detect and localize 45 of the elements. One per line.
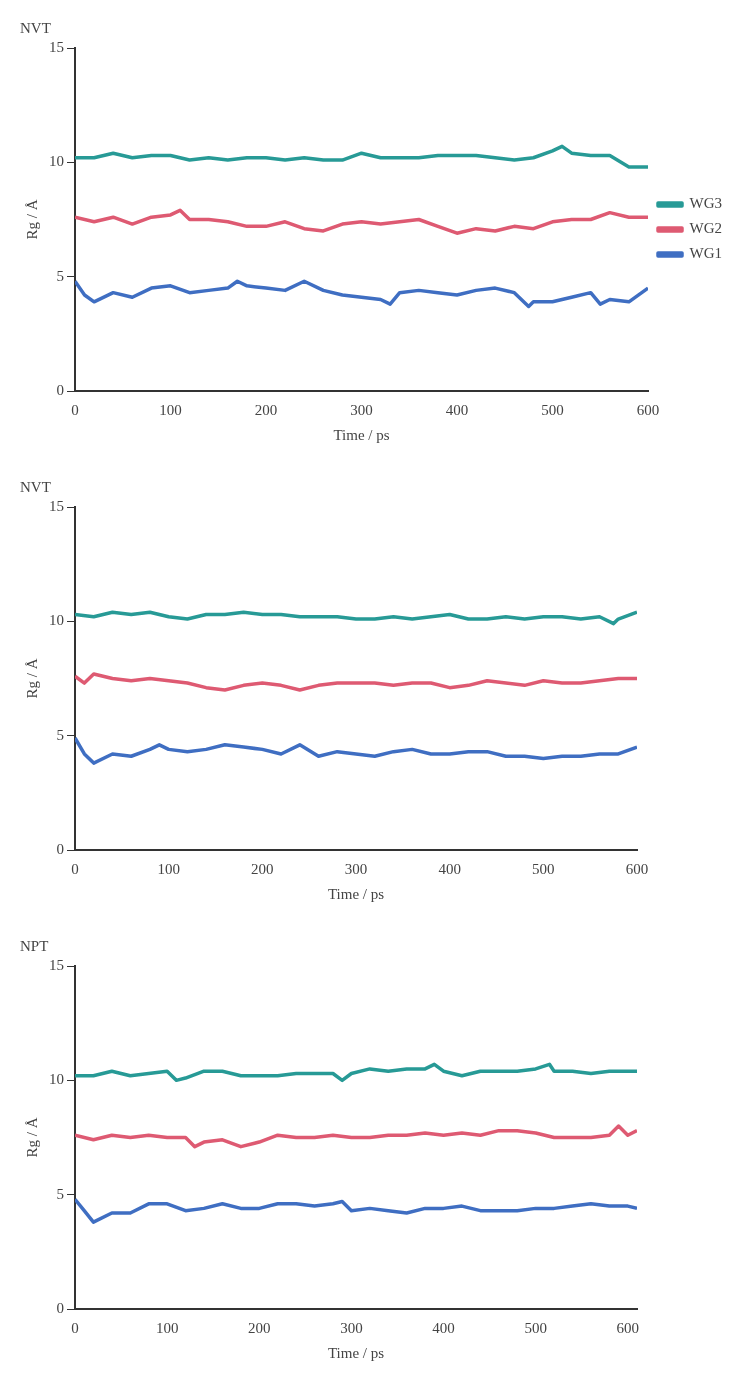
y-axis-title: Rg / Å — [23, 199, 40, 240]
x-tick-label: 300 — [340, 1319, 363, 1336]
x-tick-label: 0 — [71, 401, 79, 418]
y-axis-title: Rg / Å — [23, 1117, 40, 1158]
x-tick-label: 500 — [524, 1319, 547, 1336]
x-tick-label: 100 — [155, 1319, 179, 1336]
x-tick-label: 500 — [541, 401, 564, 418]
x-axis-title: Time / ps — [333, 426, 390, 443]
y-tick-label: 10 — [49, 612, 64, 629]
legend-label: WG3 — [689, 195, 723, 212]
x-tick-label: 300 — [344, 860, 368, 877]
x-tick-label: 200 — [248, 1319, 271, 1336]
y-tick-label: 0 — [56, 840, 64, 857]
x-tick-label: 600 — [616, 1319, 640, 1336]
chart-title: NVT — [20, 478, 51, 495]
y-tick-label: 10 — [49, 153, 64, 170]
x-tick-label: 200 — [254, 401, 278, 418]
chart-title: NPT — [20, 937, 49, 954]
x-tick-label: 400 — [432, 1319, 455, 1336]
x-tick-label: 0 — [71, 1319, 79, 1336]
legend-label: WG1 — [689, 245, 723, 262]
x-tick-label: 200 — [251, 860, 274, 877]
x-tick-label: 600 — [625, 860, 649, 877]
x-axis-title: Time / ps — [327, 885, 385, 902]
x-tick-label: 400 — [438, 860, 461, 877]
x-tick-label: 600 — [636, 401, 660, 418]
y-tick-label: 15 — [49, 38, 64, 55]
legend-label: WG2 — [689, 220, 723, 237]
y-tick-label: 15 — [49, 956, 64, 973]
x-tick-label: 100 — [159, 401, 182, 418]
y-tick-label: 15 — [49, 497, 64, 514]
y-axis-title: Rg / Å — [23, 658, 40, 699]
chart-title: NVT — [20, 19, 51, 36]
y-tick-label: 10 — [49, 1071, 64, 1088]
x-tick-label: 100 — [157, 860, 180, 877]
x-tick-label: 400 — [445, 401, 469, 418]
y-tick-label: 0 — [56, 1299, 64, 1316]
x-tick-label: 0 — [71, 860, 79, 877]
y-tick-label: 5 — [56, 726, 64, 743]
y-tick-label: 5 — [56, 267, 64, 284]
y-tick-label: 0 — [56, 381, 64, 398]
y-tick-label: 5 — [56, 1185, 64, 1202]
x-axis-title: Time / ps — [327, 1344, 385, 1361]
x-tick-label: 500 — [532, 860, 555, 877]
x-tick-label: 300 — [350, 401, 373, 418]
